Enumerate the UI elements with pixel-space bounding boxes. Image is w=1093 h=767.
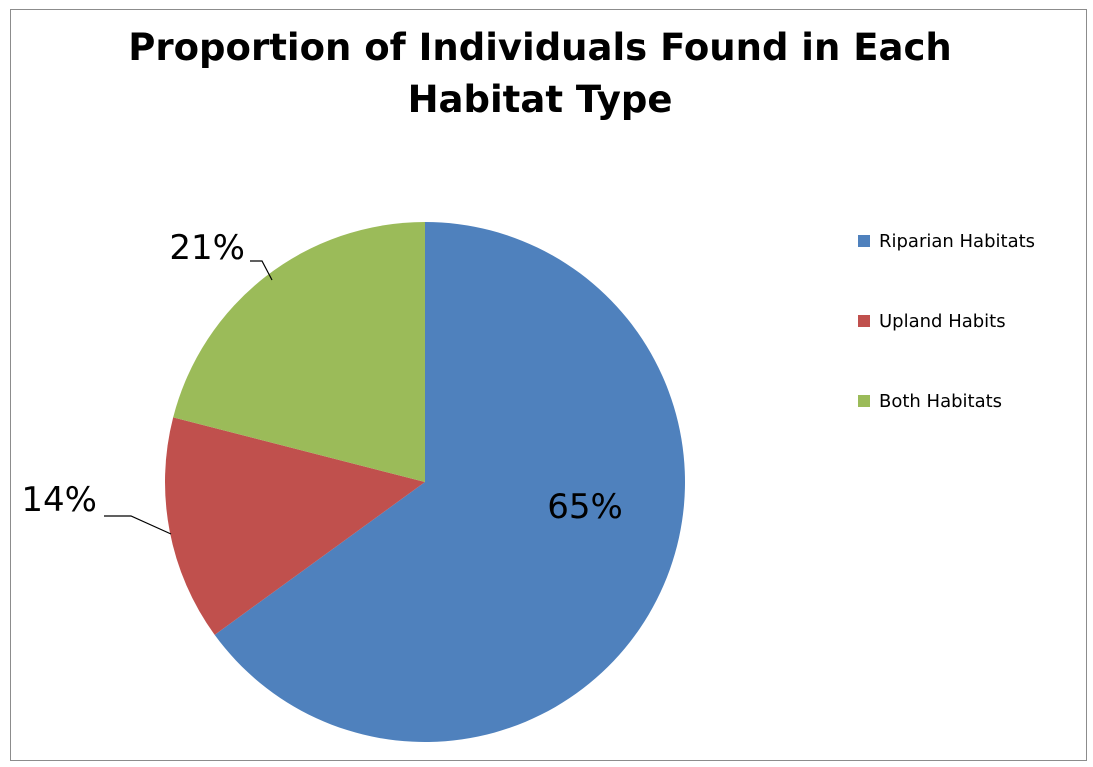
data-label-both: 21%	[169, 228, 245, 268]
legend-label-upland: Upland Habits	[879, 310, 1006, 332]
leader-line-upland	[104, 515, 172, 535]
legend-item-riparian: Riparian Habitats	[858, 230, 1078, 252]
pie-slice-upland	[165, 417, 426, 635]
leader-lines	[104, 260, 273, 535]
legend-swatch-riparian	[858, 235, 870, 247]
legend-label-riparian: Riparian Habitats	[879, 230, 1036, 252]
legend-item-upland: Upland Habits	[858, 310, 1078, 332]
legend-item-both: Both Habitats	[858, 390, 1078, 412]
legend-swatch-upland	[858, 315, 870, 327]
data-label-riparian: 65%	[547, 487, 623, 527]
pie-slice-riparian	[214, 222, 686, 742]
pie-slice-both	[173, 222, 425, 482]
data-label-upland: 14%	[21, 480, 97, 520]
legend-swatch-both	[858, 395, 870, 407]
pie-slices	[165, 222, 686, 742]
leader-line-both	[250, 260, 273, 281]
data-labels: 65% 14% 21%	[21, 228, 622, 527]
legend: Riparian Habitats Upland Habits Both Hab…	[858, 231, 1078, 471]
chart-title: Proportion of Individuals Found in Each …	[128, 26, 952, 121]
legend-label-both: Both Habitats	[879, 390, 1003, 412]
